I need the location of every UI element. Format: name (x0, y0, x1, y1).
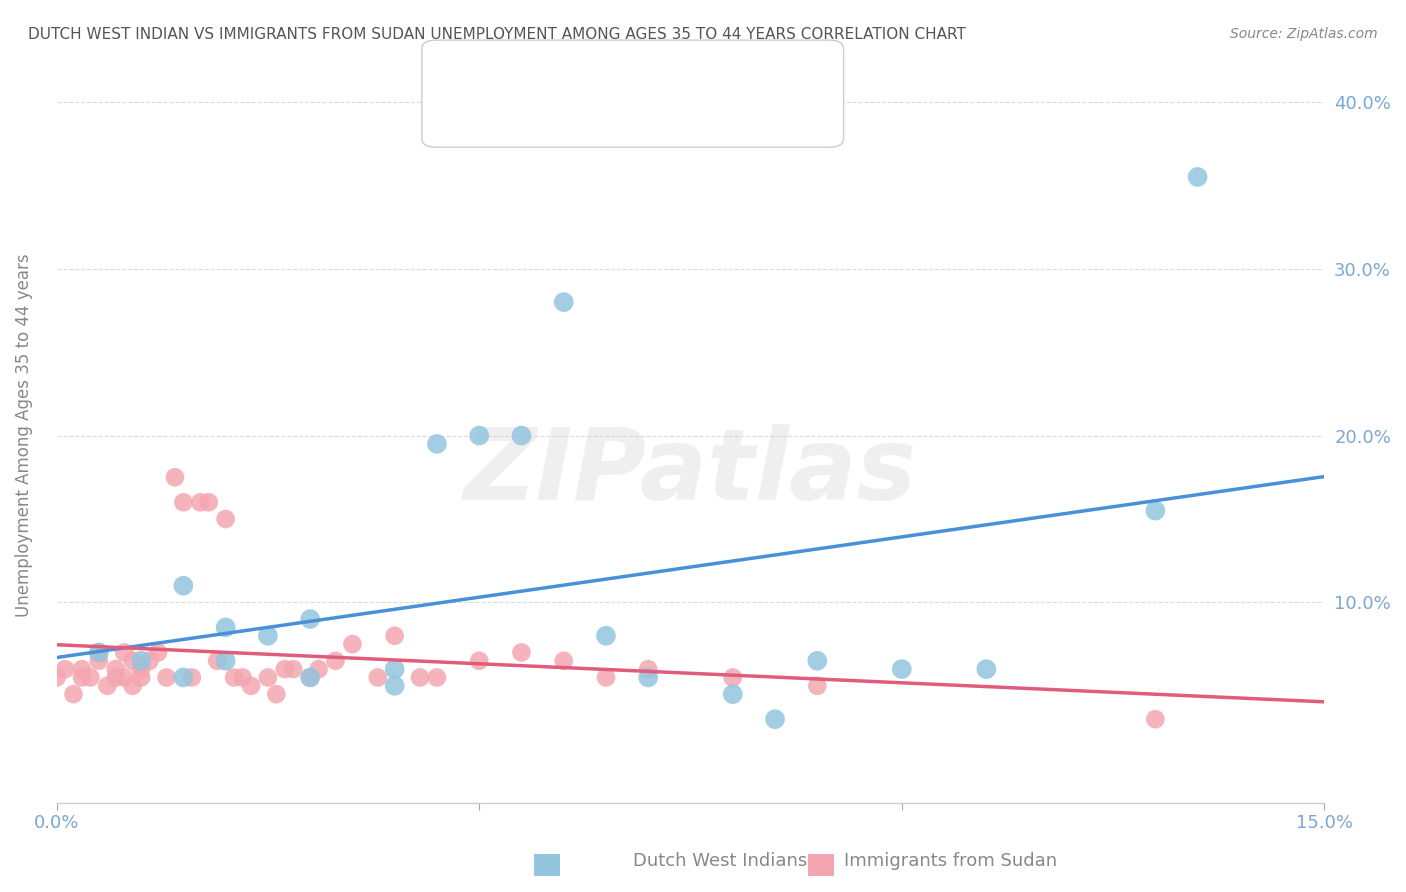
Point (205, 654, 228, 668)
Point (197, 495, 219, 509)
Point (976, 662, 998, 676)
Point (129, 654, 152, 668)
Point (172, 670, 194, 684)
Point (510, 428, 533, 442)
Point (384, 679, 406, 693)
Point (325, 654, 347, 668)
Point (112, 670, 135, 684)
Point (121, 679, 143, 693)
Point (214, 512, 236, 526)
Text: Immigrants from Sudan: Immigrants from Sudan (844, 852, 1057, 870)
Point (308, 662, 330, 676)
Point (637, 670, 659, 684)
Point (1144, 712, 1167, 726)
Point (553, 654, 575, 668)
Point (890, 662, 912, 676)
Point (214, 620, 236, 634)
Point (53, 662, 76, 676)
Point (468, 428, 491, 442)
Text: DUTCH WEST INDIAN VS IMMIGRANTS FROM SUDAN UNEMPLOYMENT AMONG AGES 35 TO 44 YEAR: DUTCH WEST INDIAN VS IMMIGRANTS FROM SUD… (28, 27, 966, 42)
Point (595, 670, 617, 684)
Point (595, 629, 617, 643)
Point (163, 470, 186, 484)
Point (87, 645, 110, 659)
Point (257, 629, 280, 643)
Point (172, 579, 194, 593)
Point (299, 670, 322, 684)
Point (468, 654, 491, 668)
Point (104, 670, 127, 684)
Point (62, 687, 84, 701)
Point (138, 654, 160, 668)
Point (129, 670, 152, 684)
Text: ZIPatlas: ZIPatlas (464, 424, 917, 521)
Point (426, 670, 449, 684)
Point (214, 654, 236, 668)
Point (257, 670, 280, 684)
Text: R =  0.320   N = 24: R = 0.320 N = 24 (478, 67, 654, 85)
Point (637, 662, 659, 676)
Point (806, 654, 828, 668)
Point (104, 662, 127, 676)
Point (87, 645, 110, 659)
Point (299, 612, 322, 626)
Point (224, 670, 246, 684)
Point (240, 679, 263, 693)
Y-axis label: Unemployment Among Ages 35 to 44 years: Unemployment Among Ages 35 to 44 years (15, 253, 32, 617)
Point (79, 670, 101, 684)
Point (146, 645, 169, 659)
Point (426, 437, 449, 451)
Point (129, 662, 152, 676)
Point (553, 295, 575, 310)
Point (112, 645, 135, 659)
Point (1187, 169, 1209, 184)
Point (70, 662, 93, 676)
Point (721, 687, 744, 701)
Point (121, 654, 143, 668)
Text: R =  0.163   N = 50: R = 0.163 N = 50 (478, 107, 654, 125)
Point (342, 637, 364, 651)
Point (70, 670, 93, 684)
Point (510, 645, 533, 659)
Text: Dutch West Indians: Dutch West Indians (633, 852, 807, 870)
Point (763, 712, 786, 726)
Point (409, 670, 432, 684)
Point (283, 662, 305, 676)
Point (299, 670, 322, 684)
Point (232, 670, 254, 684)
Point (721, 670, 744, 684)
Point (45, 670, 67, 684)
Point (180, 670, 202, 684)
Point (172, 495, 194, 509)
Point (87, 654, 110, 668)
Point (384, 662, 406, 676)
Point (96, 679, 118, 693)
Point (188, 495, 211, 509)
Point (367, 670, 389, 684)
Point (806, 679, 828, 693)
Text: Source: ZipAtlas.com: Source: ZipAtlas.com (1230, 27, 1378, 41)
Point (384, 629, 406, 643)
Point (266, 687, 288, 701)
Point (155, 670, 177, 684)
Point (1144, 503, 1167, 517)
Point (274, 662, 297, 676)
